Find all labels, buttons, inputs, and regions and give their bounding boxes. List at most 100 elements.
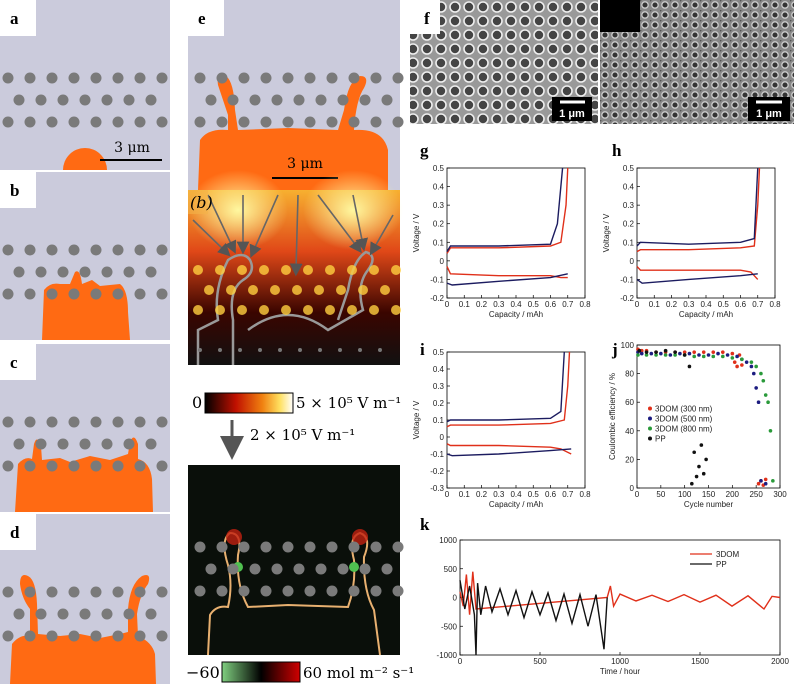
- colorbar: [204, 392, 294, 414]
- y-tick-label: -0.2: [430, 294, 444, 303]
- pore: [347, 305, 357, 315]
- panel-c: c: [0, 344, 170, 512]
- flux-sink: [349, 562, 359, 572]
- x-tick-label: 1000: [611, 657, 629, 666]
- pore: [392, 541, 404, 553]
- field-line: [352, 194, 369, 252]
- pore: [145, 608, 157, 620]
- pore: [156, 416, 168, 428]
- data-point: [701, 354, 706, 359]
- pore: [336, 285, 346, 295]
- x-tick-label: 0.8: [579, 300, 591, 309]
- pore: [145, 266, 157, 278]
- data-point: [639, 351, 644, 356]
- pore: [216, 116, 228, 128]
- pore: [348, 116, 360, 128]
- x-tick-label: 100: [678, 490, 692, 499]
- x-tick-label: 0.3: [493, 300, 505, 309]
- colorbar-max: 5 × 10⁵ V m⁻¹: [296, 394, 401, 412]
- pore: [238, 72, 250, 84]
- data-point: [761, 378, 766, 383]
- x-tick-label: 0: [445, 300, 450, 309]
- pore: [68, 72, 80, 84]
- pore: [358, 285, 368, 295]
- pore: [194, 72, 206, 84]
- pore: [292, 285, 302, 295]
- pore: [278, 348, 282, 352]
- x-tick-label: 0.1: [649, 300, 661, 309]
- pore: [369, 265, 379, 275]
- legend-swatch: [648, 426, 652, 431]
- y-tick-label: 0.4: [433, 365, 445, 374]
- legend-label: 3DOM: [716, 550, 739, 559]
- image-mask: [600, 0, 640, 32]
- data-point: [704, 457, 708, 462]
- pore: [326, 116, 338, 128]
- pore: [260, 585, 272, 597]
- panel-d: d: [0, 514, 170, 684]
- pore: [303, 305, 313, 315]
- y-tick-label: 0.3: [433, 201, 445, 210]
- data-point: [730, 351, 735, 356]
- pore: [57, 438, 69, 450]
- pore: [24, 288, 36, 300]
- y-tick-label: -0.1: [620, 275, 634, 284]
- pore: [35, 608, 47, 620]
- field-map: (b): [188, 170, 403, 365]
- pore: [325, 265, 335, 275]
- data-point: [740, 363, 744, 367]
- pore: [237, 305, 247, 315]
- data-line: [636, 273, 758, 284]
- pore: [156, 288, 168, 300]
- pore: [325, 305, 335, 315]
- pore: [226, 285, 236, 295]
- pore: [216, 541, 228, 553]
- pore: [282, 116, 294, 128]
- pore: [359, 563, 371, 575]
- pore: [238, 116, 250, 128]
- pore: [46, 586, 58, 598]
- pore: [304, 116, 316, 128]
- field-line: [192, 219, 231, 257]
- data-point: [701, 471, 706, 476]
- pore: [304, 585, 316, 597]
- data-point: [678, 351, 682, 356]
- y-tick-label: 100: [621, 341, 635, 350]
- data-point: [663, 353, 668, 357]
- pore: [68, 586, 80, 598]
- pore: [156, 116, 168, 128]
- x-tick-label: 0: [445, 490, 450, 499]
- pore: [68, 244, 80, 256]
- x-tick-label: 0.4: [510, 300, 522, 309]
- y-tick-label: 0.4: [433, 183, 445, 192]
- pore: [326, 541, 338, 553]
- legend-swatch: [648, 416, 652, 421]
- y-tick-label: -0.1: [430, 450, 444, 459]
- pore: [303, 265, 313, 275]
- panel-label: e: [198, 9, 206, 28]
- arrow-label: 2 × 10⁵ V m⁻¹: [250, 426, 355, 444]
- x-tick-label: 0.2: [476, 490, 488, 499]
- pore: [90, 288, 102, 300]
- pore: [134, 244, 146, 256]
- data-line: [446, 266, 568, 279]
- pore: [391, 305, 401, 315]
- pore: [326, 585, 338, 597]
- pore: [46, 244, 58, 256]
- data-point: [721, 350, 725, 354]
- data-point: [732, 360, 737, 364]
- x-tick-label: 0.3: [683, 300, 695, 309]
- x-tick-label: 150: [702, 490, 716, 499]
- pore: [101, 94, 113, 106]
- x-tick-label: 0.6: [545, 300, 557, 309]
- pore: [68, 416, 80, 428]
- pore: [358, 348, 362, 352]
- data-point: [697, 464, 701, 469]
- y-tick-label: 0: [630, 484, 635, 493]
- x-tick-label: 0.1: [459, 300, 471, 309]
- field-line: [317, 194, 362, 254]
- y-tick-label: -1000: [437, 651, 458, 660]
- pore: [304, 72, 316, 84]
- y-tick-label: 80: [625, 370, 634, 379]
- data-point: [697, 353, 701, 357]
